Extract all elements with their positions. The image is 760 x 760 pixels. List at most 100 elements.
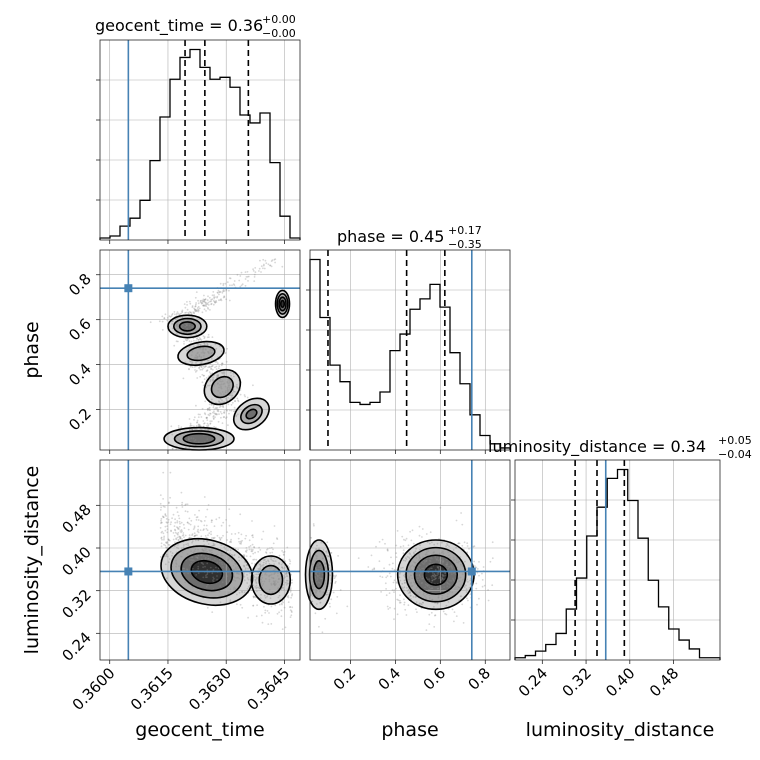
sample-point	[202, 351, 205, 354]
sample-point	[202, 576, 205, 579]
sample-point	[221, 391, 224, 393]
sample-point	[316, 589, 319, 592]
sample-point	[211, 560, 214, 562]
sample-point	[254, 579, 257, 582]
sample-point	[209, 380, 212, 383]
sample-point	[274, 258, 277, 260]
sample-point	[399, 601, 402, 604]
sample-point	[204, 298, 207, 301]
sample-point	[271, 591, 274, 594]
sample-point	[207, 350, 210, 353]
sample-point	[315, 590, 318, 592]
sample-point	[418, 556, 421, 559]
sample-point	[315, 573, 318, 576]
sample-point	[282, 601, 284, 604]
sample-point	[228, 277, 231, 279]
sample-point	[428, 580, 431, 582]
sample-point	[198, 355, 201, 358]
sample-point	[410, 581, 412, 584]
sample-point	[422, 567, 425, 570]
sample-point	[197, 338, 200, 341]
panel-distance-vs-phase-blob-1-fill-2	[313, 560, 325, 589]
sample-point	[232, 372, 235, 375]
sample-point	[221, 399, 223, 402]
sample-point	[418, 548, 421, 551]
sample-point	[213, 300, 216, 303]
sample-point	[206, 508, 209, 511]
ylabel-phase: phase	[21, 321, 43, 378]
sample-point	[441, 573, 444, 576]
sample-point	[390, 556, 392, 559]
sample-point	[433, 543, 436, 546]
sample-point	[273, 525, 276, 527]
sample-point	[191, 361, 194, 364]
sample-point	[440, 587, 443, 590]
sample-point	[215, 347, 218, 350]
sample-point	[191, 533, 194, 535]
xtick-label-phase-0: 0.2	[330, 664, 360, 694]
sample-point	[204, 348, 207, 350]
sample-point	[491, 557, 494, 560]
sample-point	[281, 265, 284, 268]
sample-point	[210, 352, 213, 355]
sample-point	[245, 555, 248, 557]
sample-point	[208, 336, 210, 338]
sample-point	[176, 526, 178, 528]
sample-point	[206, 573, 209, 576]
sample-point	[220, 380, 223, 383]
sample-point	[180, 312, 182, 315]
sample-point	[265, 551, 267, 554]
sample-point	[311, 568, 313, 571]
sample-point	[232, 375, 235, 378]
sample-point	[214, 301, 216, 304]
sample-point	[186, 349, 189, 352]
sample-point	[269, 264, 272, 267]
sample-point	[206, 422, 209, 425]
sample-point	[409, 592, 411, 594]
sample-point	[253, 546, 255, 548]
sample-point	[433, 605, 435, 608]
sample-point	[180, 529, 183, 531]
sample-point	[193, 366, 196, 368]
sample-point	[188, 324, 191, 327]
sample-point	[229, 549, 232, 552]
sample-point	[216, 553, 219, 556]
sample-point	[314, 577, 317, 580]
sample-point	[418, 525, 421, 528]
sample-point	[210, 302, 213, 305]
sample-point	[203, 528, 205, 531]
sample-point	[468, 547, 470, 550]
sample-point	[278, 562, 281, 565]
sample-point	[268, 563, 271, 565]
sample-point	[252, 595, 255, 598]
sample-point	[219, 392, 222, 394]
sample-point	[218, 293, 220, 296]
sample-point	[183, 527, 186, 529]
sample-point	[206, 576, 208, 579]
sample-point	[276, 581, 279, 584]
sample-point	[451, 566, 453, 568]
sample-point	[448, 590, 451, 593]
sample-point	[263, 599, 266, 602]
sample-point	[222, 406, 225, 408]
sample-point	[171, 323, 174, 325]
sample-point	[248, 539, 251, 542]
sample-point	[186, 327, 189, 330]
sample-point	[222, 296, 225, 299]
sample-point	[260, 271, 262, 273]
sample-point	[438, 575, 441, 578]
sample-point	[202, 300, 204, 303]
sample-point	[246, 396, 249, 399]
sample-point	[273, 584, 276, 586]
sample-point	[202, 384, 205, 387]
sample-point	[262, 566, 264, 568]
sample-point	[282, 553, 285, 556]
sample-point	[179, 537, 181, 540]
sample-point	[166, 577, 168, 580]
sample-point	[452, 577, 454, 580]
sample-point	[235, 414, 238, 417]
sample-point	[174, 313, 176, 316]
sample-point	[218, 516, 221, 519]
sample-point	[191, 305, 194, 307]
panel-distance-vs-geocent-time-blob-0-contour-1	[170, 545, 244, 599]
